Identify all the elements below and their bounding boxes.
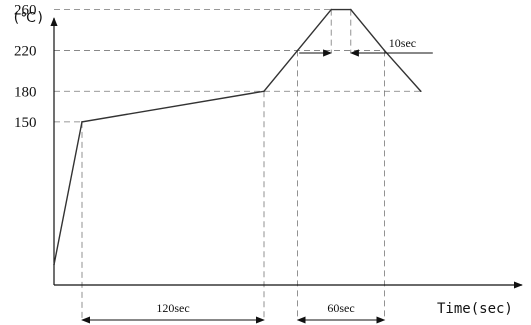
profile-point <box>53 263 55 266</box>
profile-point <box>420 90 422 93</box>
profile-point <box>330 8 333 11</box>
y-tick-label: 220 <box>14 43 37 59</box>
profile-point <box>296 49 299 52</box>
profile-point <box>350 8 352 11</box>
temperature-profile-line <box>53 8 422 265</box>
duration-annotations: 120sec 60sec 10sec <box>81 36 433 324</box>
duration-label: 60sec <box>327 301 354 315</box>
profile-point <box>81 121 83 123</box>
y-tick-labels: 150 180 220 260 <box>14 3 37 131</box>
y-tick-label: 150 <box>14 115 37 131</box>
y-axis-label: (℃) <box>12 10 45 26</box>
profile-point <box>263 90 265 93</box>
y-tick-label: 260 <box>14 3 37 19</box>
duration-label: 10sec <box>389 36 416 50</box>
profile-point <box>383 49 386 52</box>
series-group <box>53 8 422 266</box>
duration-label: 120sec <box>156 301 189 315</box>
guide-lines <box>54 9 421 320</box>
y-tick-label: 180 <box>14 84 37 100</box>
x-axis-label: Time(sec) <box>437 301 513 317</box>
